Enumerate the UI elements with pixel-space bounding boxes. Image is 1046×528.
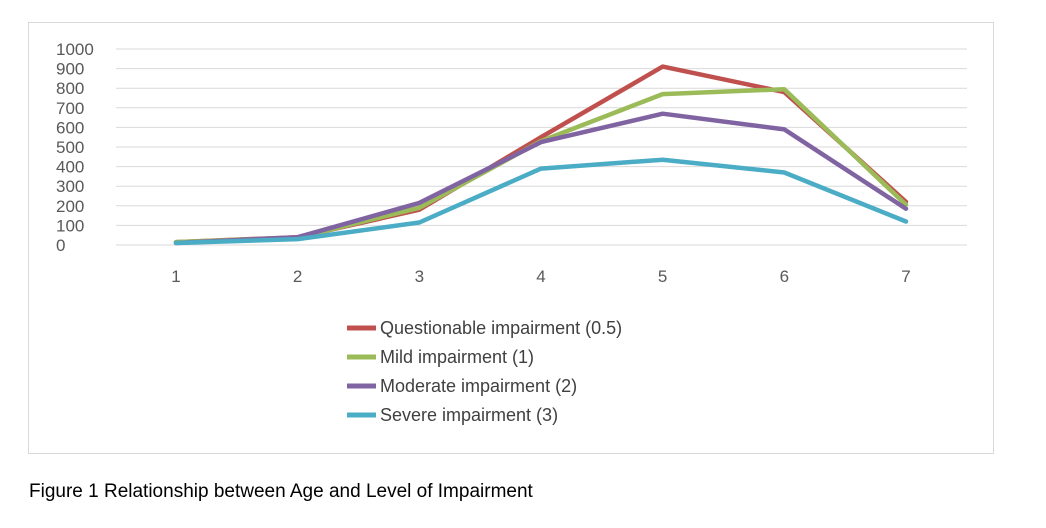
y-tick-label: 600 bbox=[56, 118, 84, 137]
x-tick-label: 1 bbox=[171, 267, 180, 286]
y-tick-label: 100 bbox=[56, 216, 84, 235]
series-line-1 bbox=[173, 64, 909, 245]
gridlines bbox=[116, 48, 967, 246]
chart-area bbox=[28, 22, 994, 454]
y-tick-label: 300 bbox=[56, 177, 84, 196]
legend: Questionable impairment (0.5) Mild impair… bbox=[347, 318, 622, 425]
figure-caption: Figure 1 Relationship between Age and Le… bbox=[29, 481, 533, 502]
series-lines bbox=[173, 64, 909, 246]
legend-label-1: Questionable impairment (0.5) bbox=[380, 318, 622, 338]
x-axis-tick-labels: 1 2 3 4 5 6 7 bbox=[171, 267, 910, 286]
y-tick-label: 200 bbox=[56, 197, 84, 216]
x-tick-label: 6 bbox=[780, 267, 789, 286]
y-tick-label: 400 bbox=[56, 158, 84, 177]
series-line-4 bbox=[173, 157, 909, 246]
x-tick-label: 3 bbox=[415, 267, 424, 286]
y-tick-label: 0 bbox=[56, 236, 65, 255]
legend-label-4: Severe impairment (3) bbox=[380, 405, 558, 425]
y-tick-label: 500 bbox=[56, 138, 84, 157]
legend-label-3: Moderate impairment (2) bbox=[380, 376, 577, 396]
x-tick-label: 5 bbox=[658, 267, 667, 286]
y-tick-label: 800 bbox=[56, 79, 84, 98]
x-tick-label: 2 bbox=[293, 267, 302, 286]
series-line-2 bbox=[173, 86, 909, 245]
legend-label-2: Mild impairment (1) bbox=[380, 347, 534, 367]
x-tick-label: 7 bbox=[901, 267, 910, 286]
y-tick-label: 700 bbox=[56, 99, 84, 118]
x-tick-label: 4 bbox=[536, 267, 545, 286]
y-tick-label: 900 bbox=[56, 60, 84, 79]
y-tick-label: 1000 bbox=[56, 40, 94, 59]
